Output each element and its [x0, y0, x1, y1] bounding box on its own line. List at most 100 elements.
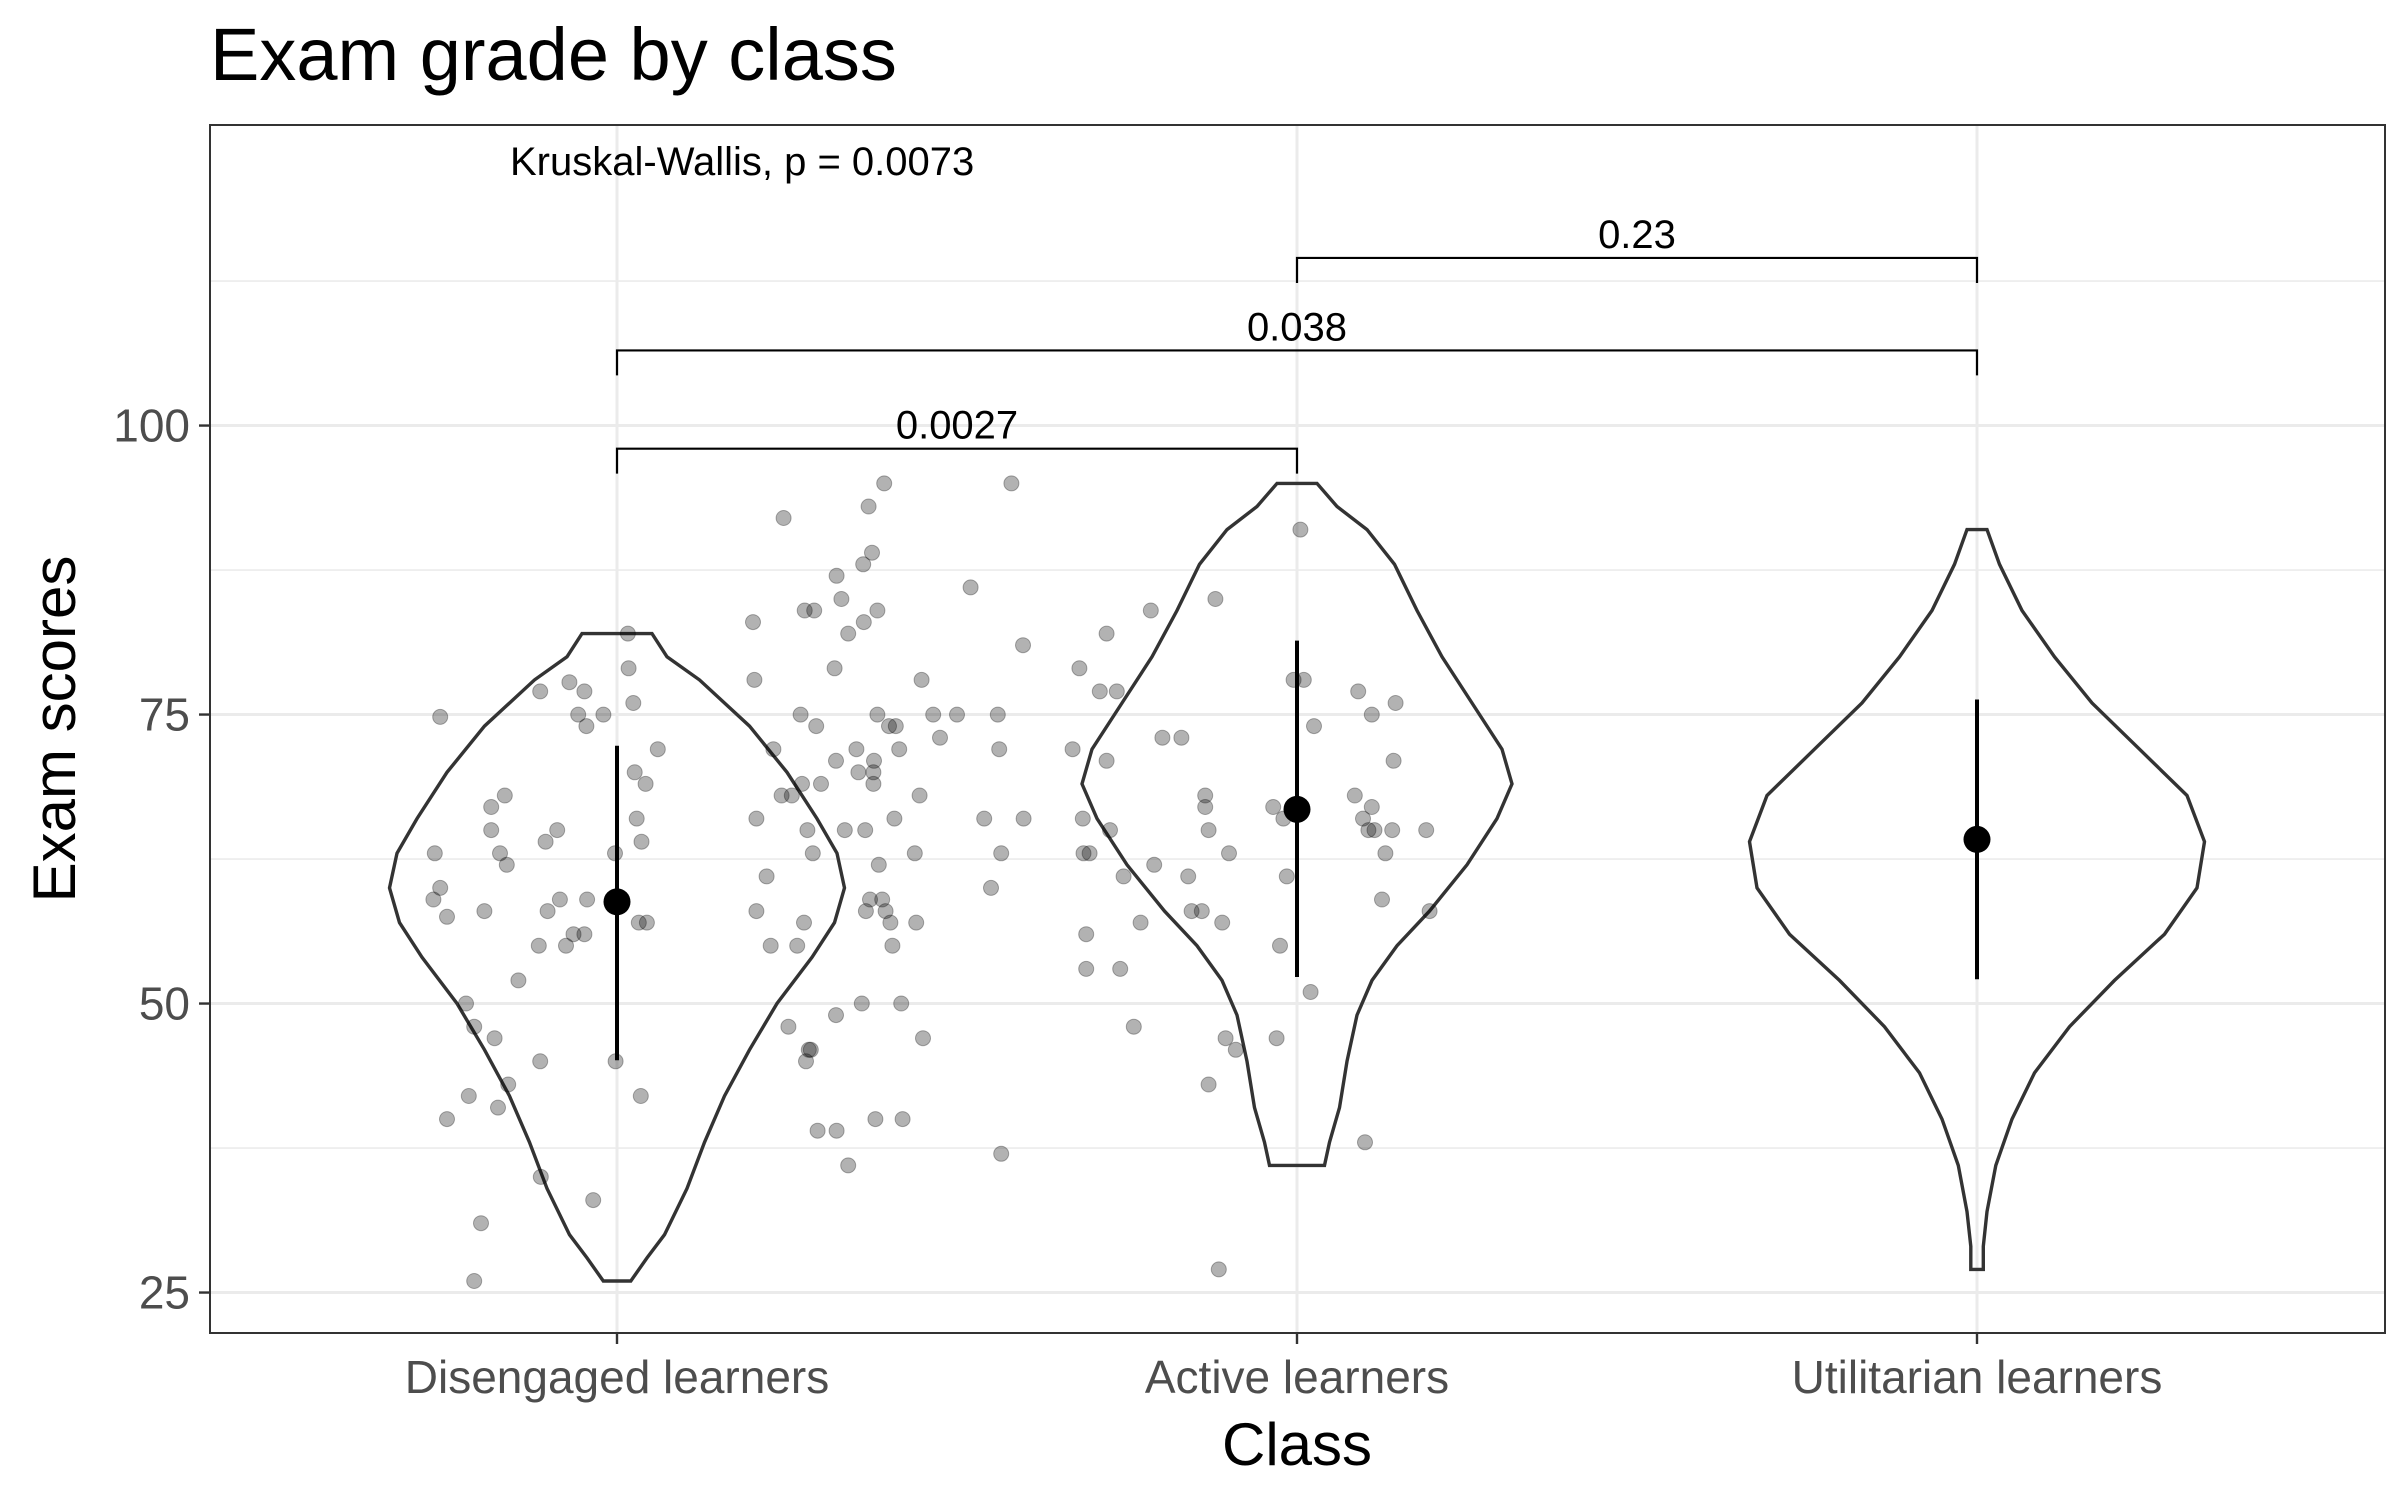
data-point — [1355, 810, 1371, 827]
data-point — [1142, 602, 1159, 619]
data-point — [1200, 822, 1217, 839]
data-point — [576, 683, 593, 700]
data-point — [1421, 903, 1438, 920]
mean-point — [603, 888, 631, 916]
jitter-points — [425, 475, 1438, 1289]
data-point — [619, 625, 636, 642]
data-point — [466, 1273, 483, 1289]
data-point — [439, 1111, 455, 1128]
data-point — [1015, 810, 1032, 827]
data-point — [486, 1030, 503, 1047]
data-point — [649, 741, 666, 758]
data-point — [862, 891, 878, 908]
data-point — [1102, 822, 1118, 839]
data-point — [775, 510, 792, 526]
data-point — [828, 567, 845, 584]
data-point — [1071, 660, 1088, 677]
data-point — [848, 741, 865, 758]
data-point — [780, 1018, 797, 1035]
data-point — [866, 752, 882, 769]
data-point — [500, 1076, 517, 1093]
data-point — [932, 729, 948, 746]
data-point — [1015, 637, 1031, 654]
data-point — [1377, 845, 1394, 862]
data-point — [828, 1007, 844, 1024]
data-point — [626, 764, 643, 781]
data-point — [439, 908, 455, 925]
data-point — [794, 775, 810, 792]
grid-lines — [210, 125, 2385, 1333]
data-point — [578, 718, 595, 735]
data-point — [1385, 752, 1402, 769]
data-point — [1197, 799, 1214, 815]
data-point — [1003, 475, 1020, 492]
data-point — [976, 810, 993, 827]
data-point — [632, 1088, 649, 1104]
data-point — [758, 868, 775, 885]
data-point — [762, 937, 779, 954]
data-point — [1078, 960, 1095, 977]
data-point — [799, 822, 816, 839]
data-point — [1180, 868, 1197, 885]
data-point — [748, 903, 765, 920]
data-point — [1193, 903, 1210, 920]
significance-brackets: 0.0027 0.038 0.23 — [615, 213, 1979, 474]
data-point — [466, 1018, 483, 1035]
data-point — [1173, 729, 1190, 746]
data-point — [949, 706, 965, 723]
comparison-bracket — [615, 349, 1979, 376]
data-point — [783, 787, 800, 804]
comparison-p-value: 0.038 — [1247, 305, 1347, 349]
data-point — [836, 822, 853, 839]
data-point — [549, 822, 566, 839]
data-point — [579, 891, 596, 908]
data-point — [870, 856, 887, 873]
data-point — [425, 891, 442, 908]
data-point — [565, 926, 582, 943]
data-point — [855, 556, 872, 573]
data-point — [773, 787, 790, 804]
x-tick-label: Active learners — [1145, 1351, 1449, 1403]
data-point — [853, 995, 870, 1012]
data-point — [490, 1099, 506, 1116]
data-point — [576, 926, 593, 943]
data-point — [891, 741, 908, 758]
data-point — [865, 764, 882, 781]
data-point — [887, 718, 904, 735]
y-tick-label: 75 — [139, 689, 190, 741]
data-point — [798, 1053, 814, 1070]
data-point — [911, 787, 928, 804]
data-point — [492, 845, 508, 862]
data-point — [867, 1111, 884, 1128]
data-point — [906, 845, 923, 862]
data-point — [483, 822, 500, 839]
comparison-p-value: 0.0027 — [896, 404, 1018, 448]
data-point — [857, 822, 874, 839]
data-point — [1214, 914, 1231, 931]
data-point — [908, 914, 925, 931]
data-point — [913, 671, 930, 688]
data-point — [765, 741, 782, 758]
data-point — [1357, 1134, 1373, 1151]
data-point — [628, 810, 645, 827]
data-point — [915, 1030, 931, 1047]
kruskal-wallis-label: Kruskal-Wallis, p = 0.0073 — [510, 140, 974, 184]
data-point — [510, 972, 527, 989]
data-point — [850, 764, 867, 781]
data-point — [1197, 787, 1214, 804]
comparison-bracket — [615, 447, 1299, 474]
data-point — [1112, 960, 1129, 977]
data-point — [1098, 625, 1115, 642]
violin-1 — [387, 631, 847, 1283]
data-point — [796, 914, 812, 931]
data-point — [638, 914, 655, 931]
data-point — [595, 706, 612, 723]
data-point — [1363, 706, 1380, 723]
data-point — [1366, 822, 1383, 839]
data-point — [1108, 683, 1125, 700]
data-point — [561, 674, 578, 691]
data-point — [458, 995, 474, 1012]
data-point — [532, 1168, 549, 1185]
data-point — [993, 1145, 1010, 1162]
y-tick-label: 100 — [113, 400, 190, 452]
